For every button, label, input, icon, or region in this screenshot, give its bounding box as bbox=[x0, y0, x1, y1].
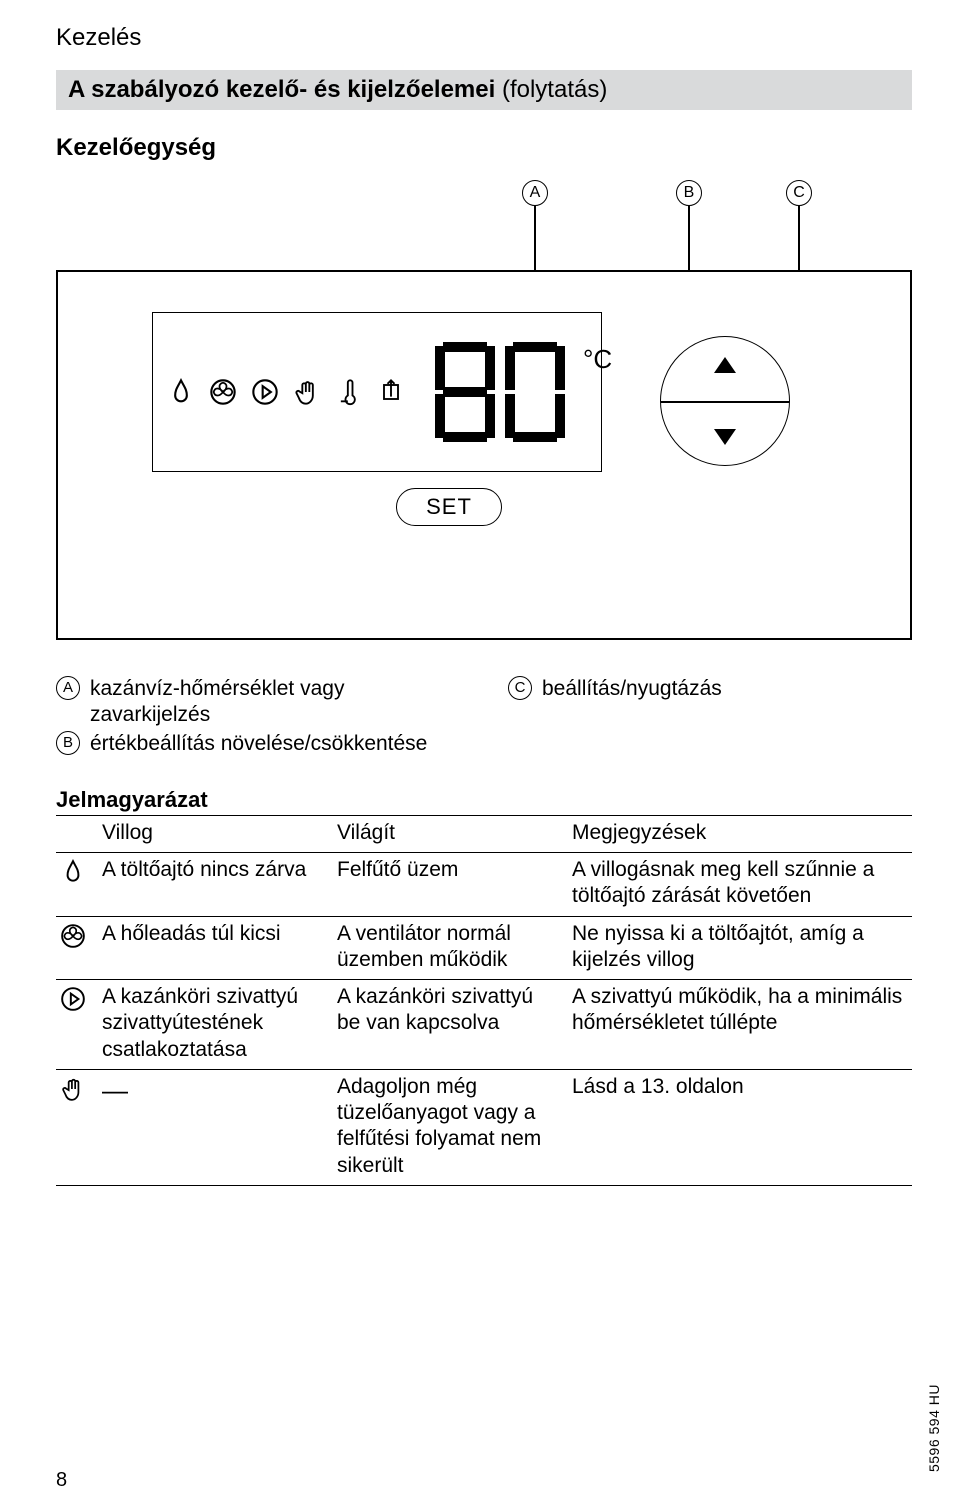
fan-icon bbox=[60, 923, 86, 949]
table-row: A töltőajtó nincs zárva Felfűtő üzem A v… bbox=[56, 853, 912, 917]
temperature-readout: °C bbox=[435, 342, 612, 442]
decrease-button[interactable] bbox=[714, 429, 736, 445]
output-icon bbox=[377, 378, 405, 406]
flame-icon bbox=[60, 859, 86, 885]
section-title-text: A szabályozó kezelő- és kijelzőelemei bbox=[68, 76, 495, 103]
th-lit: Világít bbox=[333, 815, 568, 852]
callout-b: B bbox=[676, 180, 702, 206]
legend-text-b: értékbeállítás növelése/csökkentése bbox=[90, 731, 427, 757]
cell: A szivattyú működik, ha a minimális hőmé… bbox=[568, 980, 912, 1070]
cell: A kazánköri szivattyú be van kapcsolva bbox=[333, 980, 568, 1070]
cell: A ventilátor normál üzemben működik bbox=[333, 916, 568, 980]
hand-icon bbox=[60, 1076, 86, 1102]
page-number: 8 bbox=[56, 1469, 67, 1492]
cell: Ne nyissa ki a töltőajtót, amíg a kijelz… bbox=[568, 916, 912, 980]
cell: Lásd a 13. oldalon bbox=[568, 1069, 912, 1185]
flame-icon bbox=[167, 378, 195, 406]
digit-8 bbox=[435, 342, 495, 442]
legend-mark-c: C bbox=[508, 676, 532, 700]
doc-code: 5596 594 HU bbox=[926, 1384, 942, 1472]
legend-text-a: kazánvíz-hőmérséklet vagy zavarkijelzés bbox=[90, 676, 460, 729]
cell: A töltőajtó nincs zárva bbox=[98, 853, 333, 917]
fan-icon bbox=[209, 378, 237, 406]
lcd-display: °C bbox=[152, 312, 602, 472]
table-row: A kazánköri szivattyú szivattyútestének … bbox=[56, 980, 912, 1070]
legend-mark-b: B bbox=[56, 731, 80, 755]
lcd-icon-row bbox=[167, 378, 405, 406]
table-row: A hőleadás túl kicsi A ventilátor normál… bbox=[56, 916, 912, 980]
set-button[interactable]: SET bbox=[396, 488, 502, 526]
legend-mark-a: A bbox=[56, 676, 80, 700]
table-title: Jelmagyarázat bbox=[56, 787, 912, 813]
callout-legend: A kazánvíz-hőmérséklet vagy zavarkijelzé… bbox=[56, 674, 912, 759]
control-unit-diagram: A B C bbox=[56, 180, 912, 640]
section-label: Kezelés bbox=[56, 24, 912, 52]
adjust-dial[interactable] bbox=[660, 336, 790, 466]
th-blink: Villog bbox=[98, 815, 333, 852]
digit-0 bbox=[505, 342, 565, 442]
table-header-row: Villog Világít Megjegyzések bbox=[56, 815, 912, 852]
callout-a: A bbox=[522, 180, 548, 206]
cell: Adagoljon még tüzelőanyagot vagy a felfű… bbox=[333, 1069, 568, 1185]
cell: A kazánköri szivattyú szivattyútestének … bbox=[98, 980, 333, 1070]
symbol-table: Villog Világít Megjegyzések A töltőajtó … bbox=[56, 815, 912, 1186]
table-row: — Adagoljon még tüzelőanyagot vagy a fel… bbox=[56, 1069, 912, 1185]
hand-icon bbox=[293, 378, 321, 406]
thermometer-icon bbox=[335, 378, 363, 406]
section-title: A szabályozó kezelő- és kijelzőelemei (f… bbox=[56, 70, 912, 110]
control-panel: °C SET bbox=[56, 270, 912, 640]
cell: A villogásnak meg kell szűnnie a töltőaj… bbox=[568, 853, 912, 917]
th-notes: Megjegyzések bbox=[568, 815, 912, 852]
section-title-continuation: (folytatás) bbox=[502, 76, 607, 103]
cell: Felfűtő üzem bbox=[333, 853, 568, 917]
pump-icon bbox=[60, 986, 86, 1012]
cell: A hőleadás túl kicsi bbox=[98, 916, 333, 980]
legend-text-c: beállítás/nyugtázás bbox=[542, 676, 722, 702]
increase-button[interactable] bbox=[714, 357, 736, 373]
subhead: Kezelőegység bbox=[56, 134, 912, 162]
unit-label: °C bbox=[583, 344, 612, 375]
callout-c: C bbox=[786, 180, 812, 206]
cell: — bbox=[98, 1069, 333, 1185]
pump-icon bbox=[251, 378, 279, 406]
